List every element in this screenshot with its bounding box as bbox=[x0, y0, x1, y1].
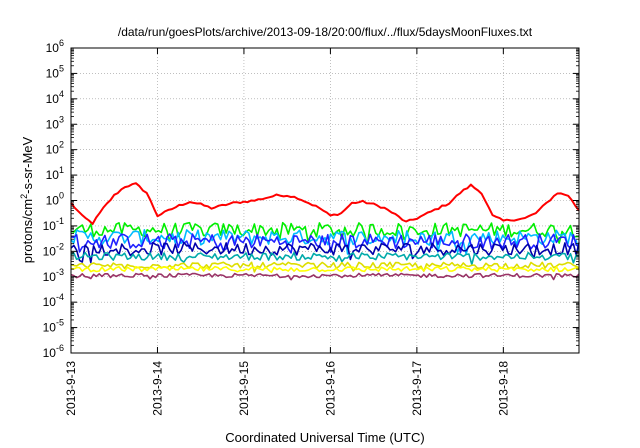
y-tick-exponent: -2 bbox=[56, 241, 64, 251]
y-tick-base: 10 bbox=[46, 168, 60, 182]
y-tick-exponent: 0 bbox=[59, 191, 64, 201]
x-tick-label: 2013-9-14 bbox=[150, 361, 164, 416]
y-tick-label: 106 bbox=[46, 38, 64, 55]
series-line-5 bbox=[70, 241, 580, 264]
y-tick-label: 103 bbox=[46, 114, 64, 131]
x-tick-label: 2013-9-15 bbox=[237, 361, 251, 416]
y-tick-exponent: -1 bbox=[56, 216, 64, 226]
y-tick-base: 10 bbox=[46, 41, 60, 55]
y-tick-label: 101 bbox=[46, 165, 64, 182]
x-tick-label: 2013-9-18 bbox=[496, 361, 510, 416]
ticks bbox=[70, 47, 579, 354]
series-line-6 bbox=[70, 251, 580, 266]
series-line-2 bbox=[70, 221, 580, 246]
series-line-4 bbox=[70, 233, 580, 254]
y-tick-base: 10 bbox=[46, 194, 60, 208]
y-tick-label: 10-6 bbox=[43, 343, 64, 360]
y-tick-base: 10 bbox=[46, 143, 60, 157]
y-tick-label: 104 bbox=[46, 89, 64, 106]
y-tick-exponent: 4 bbox=[59, 89, 64, 99]
y-tick-base: 10 bbox=[43, 346, 57, 360]
y-tick-label: 10-5 bbox=[43, 318, 64, 335]
y-axis-label-prefix: protons/cm bbox=[20, 199, 35, 263]
y-axis-label-sup: 2 bbox=[19, 194, 29, 199]
x-tick-label: 2013-9-17 bbox=[410, 361, 424, 416]
y-tick-label: 102 bbox=[46, 140, 64, 157]
y-tick-exponent: -3 bbox=[56, 267, 64, 277]
x-tick-label: 2013-9-13 bbox=[64, 361, 78, 416]
y-tick-exponent: 2 bbox=[59, 140, 64, 150]
y-tick-base: 10 bbox=[43, 321, 57, 335]
y-tick-exponent: -4 bbox=[56, 292, 64, 302]
y-tick-base: 10 bbox=[43, 270, 57, 284]
x-tick-labels: 2013-9-13 2013-9-14 2013-9-15 2013-9-16 2013… bbox=[64, 361, 510, 416]
y-tick-label: 100 bbox=[46, 191, 64, 208]
y-tick-exponent: 6 bbox=[59, 38, 64, 48]
y-tick-label: 10-2 bbox=[43, 241, 64, 258]
y-axis-label: protons/cm2-s-sr-MeV bbox=[19, 136, 35, 263]
y-tick-exponent: -6 bbox=[56, 343, 64, 353]
y-tick-label: 10-4 bbox=[43, 292, 64, 309]
x-tick-label: 2013-9-16 bbox=[323, 361, 337, 416]
series-line-7 bbox=[70, 261, 580, 273]
x-axis-label: Coordinated Universal Time (UTC) bbox=[225, 430, 424, 445]
y-tick-base: 10 bbox=[43, 295, 57, 309]
y-tick-exponent: 1 bbox=[59, 165, 64, 175]
y-axis-label-suffix: -s-sr-MeV bbox=[20, 136, 35, 193]
plot-frame bbox=[70, 47, 580, 354]
chart-title: /data/run/goesPlots/archive/2013-09-18/2… bbox=[118, 25, 533, 39]
y-tick-base: 10 bbox=[43, 244, 57, 258]
y-tick-base: 10 bbox=[43, 219, 57, 233]
y-tick-label: 105 bbox=[46, 63, 64, 80]
grid bbox=[71, 48, 579, 353]
y-tick-exponent: 3 bbox=[59, 114, 64, 124]
y-tick-labels: 10610510410310210110010-110-210-310-410-… bbox=[43, 38, 64, 360]
series-line-8 bbox=[70, 265, 580, 274]
y-tick-label: 10-1 bbox=[43, 216, 64, 233]
y-tick-exponent: -5 bbox=[56, 318, 64, 328]
y-tick-exponent: 5 bbox=[59, 63, 64, 73]
series-layer bbox=[70, 182, 580, 281]
series-line-9 bbox=[70, 272, 580, 281]
y-tick-base: 10 bbox=[46, 117, 60, 131]
y-tick-label: 10-3 bbox=[43, 267, 64, 284]
y-tick-base: 10 bbox=[46, 66, 60, 80]
series-line-1 bbox=[70, 182, 580, 225]
y-tick-base: 10 bbox=[46, 92, 60, 106]
